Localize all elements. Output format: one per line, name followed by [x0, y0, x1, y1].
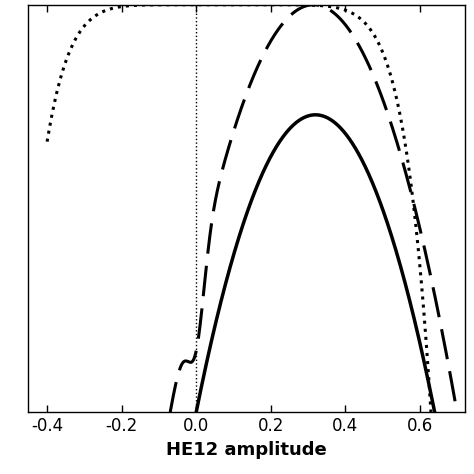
X-axis label: HE12 amplitude: HE12 amplitude	[166, 441, 327, 459]
